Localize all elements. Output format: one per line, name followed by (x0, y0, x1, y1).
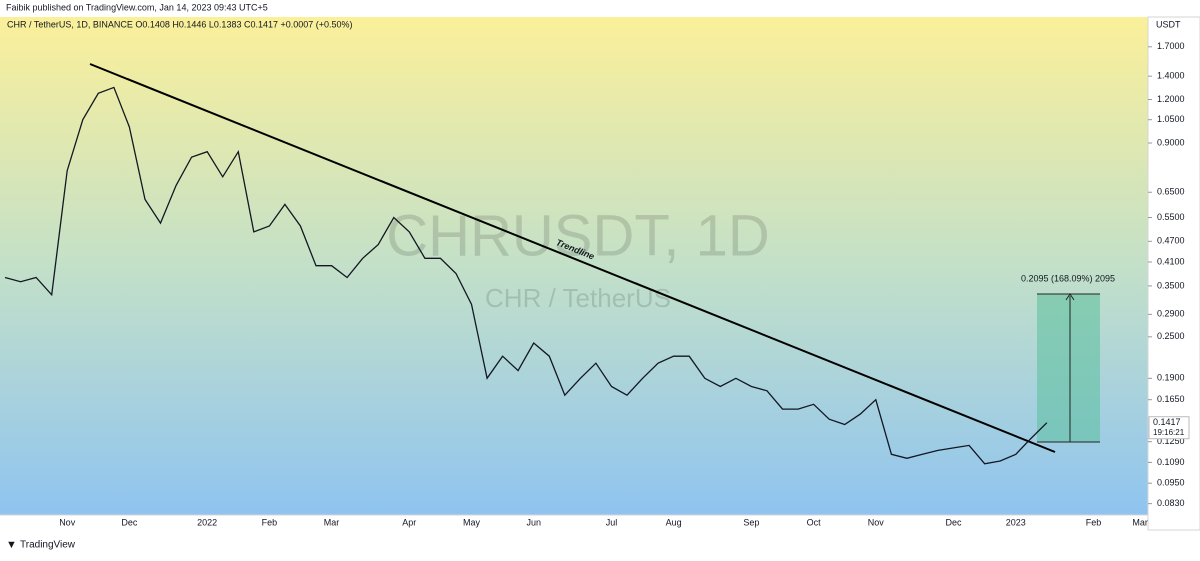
x-tick-label: 2022 (197, 517, 217, 527)
trendline (89, 63, 1056, 453)
x-tick-label: Jul (606, 517, 618, 527)
y-tick-label: 0.1250 (1157, 436, 1185, 446)
x-tick-label: 2023 (1006, 517, 1026, 527)
y-tick-label: 1.4000 (1157, 71, 1185, 81)
y-tick-label: 0.5500 (1157, 212, 1185, 222)
x-tick-label: Sep (743, 517, 759, 527)
y-tick-label: 0.0830 (1157, 498, 1185, 508)
price-tag (1148, 416, 1190, 440)
watermark: CHRUSDT, 1D (386, 203, 770, 268)
brand-logo: ▼ (6, 539, 17, 551)
legend-text: CHR / TetherUS, 1D, BINANCE O0.1408 H0.1… (7, 19, 353, 29)
y-tick-label: 1.7000 (1157, 41, 1185, 51)
x-tick-label: Apr (402, 517, 416, 527)
x-tick-label: Dec (121, 517, 138, 527)
y-tick-label: 0.4700 (1157, 236, 1185, 246)
y-tick-label: 0.4100 (1157, 256, 1185, 266)
x-tick-label: May (463, 517, 481, 527)
x-tick-label: Feb (1086, 517, 1102, 527)
price-axis (1147, 16, 1200, 531)
y-tick-label: 0.0950 (1157, 478, 1185, 488)
x-tick-label: Feb (262, 517, 278, 527)
plot-area (0, 17, 1148, 515)
x-tick-label: Dec (946, 517, 963, 527)
countdown: 19:16:21 (1153, 428, 1185, 437)
y-tick-label: 0.1090 (1157, 457, 1185, 467)
watermark: CHR / TetherUS (485, 283, 671, 313)
measure-box (1037, 294, 1100, 442)
measure-arrow-head (1065, 293, 1075, 301)
y-tick-label: 0.2900 (1157, 309, 1185, 319)
x-tick-label: Aug (666, 517, 682, 527)
x-tick-label: Nov (868, 517, 885, 527)
published-line: Faibik published on TradingView.com, Jan… (6, 2, 268, 12)
brand: TradingView (20, 540, 76, 551)
y-tick-label: 0.3500 (1157, 280, 1185, 290)
x-tick-label: Oct (807, 517, 822, 527)
measure-label: 0.2095 (168.09%) 2095 (1021, 273, 1115, 283)
y-tick-label: 0.1650 (1157, 394, 1185, 404)
y-tick-label: 0.2500 (1157, 331, 1185, 341)
x-tick-label: Mar (324, 517, 340, 527)
y-tick-label: 1.0500 (1157, 114, 1185, 124)
axis-unit: USDT (1156, 19, 1181, 29)
y-tick-label: 0.1900 (1157, 373, 1185, 383)
last-price: 0.1417 (1153, 417, 1181, 427)
x-tick-label: Jun (526, 517, 541, 527)
y-tick-label: 0.9000 (1157, 137, 1185, 147)
y-tick-label: 1.2000 (1157, 94, 1185, 104)
x-tick-label: Mar (1132, 517, 1148, 527)
price-line (4, 86, 1048, 465)
x-tick-label: Nov (59, 517, 76, 527)
y-tick-label: 0.6500 (1157, 187, 1185, 197)
